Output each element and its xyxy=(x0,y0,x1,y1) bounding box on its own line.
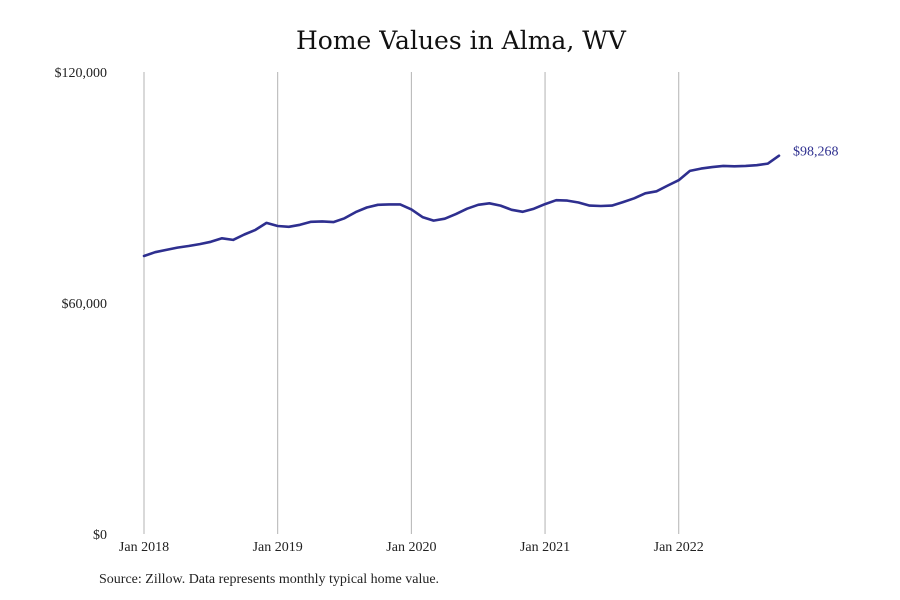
data-point xyxy=(767,162,770,165)
data-point xyxy=(488,202,491,205)
data-point xyxy=(455,213,458,216)
source-note: Source: Zillow. Data represents monthly … xyxy=(99,572,440,587)
data-point xyxy=(778,154,781,157)
data-point xyxy=(499,204,502,207)
x-tick-label: Jan 2020 xyxy=(386,540,436,555)
data-point xyxy=(533,207,536,210)
data-point xyxy=(577,201,580,204)
data-point xyxy=(366,206,369,209)
data-point xyxy=(232,239,235,242)
data-point xyxy=(588,204,591,207)
data-point xyxy=(187,245,190,248)
data-point xyxy=(700,167,703,170)
data-point xyxy=(444,217,447,220)
data-point xyxy=(510,209,513,212)
data-point xyxy=(633,197,636,200)
data-point xyxy=(544,203,547,206)
data-point xyxy=(276,225,279,228)
data-point xyxy=(354,211,357,214)
data-point xyxy=(666,184,669,187)
data-point xyxy=(722,165,725,168)
data-point xyxy=(410,208,413,211)
data-point xyxy=(466,207,469,210)
data-point xyxy=(733,165,736,168)
data-point xyxy=(399,203,402,206)
series-line xyxy=(142,154,781,258)
data-point xyxy=(622,201,625,204)
data-point xyxy=(143,255,146,258)
data-point xyxy=(310,221,313,224)
x-tick-label: Jan 2019 xyxy=(253,540,303,555)
data-point xyxy=(744,165,747,168)
y-tick-label: $0 xyxy=(93,528,107,543)
data-point xyxy=(210,241,213,244)
data-point xyxy=(321,220,324,223)
data-point xyxy=(477,204,480,207)
data-point xyxy=(522,211,525,214)
x-tick-label: Jan 2018 xyxy=(119,540,169,555)
data-point xyxy=(388,203,391,206)
data-point xyxy=(689,170,692,173)
y-tick-label: $120,000 xyxy=(55,66,108,81)
data-point xyxy=(198,243,201,246)
data-point xyxy=(755,164,758,167)
x-tick-label: Jan 2022 xyxy=(654,540,704,555)
data-point xyxy=(377,204,380,207)
data-point xyxy=(176,246,179,249)
data-point xyxy=(600,205,603,208)
x-tick-label: Jan 2021 xyxy=(520,540,570,555)
data-point xyxy=(165,249,168,252)
data-point xyxy=(343,217,346,220)
data-point xyxy=(221,237,224,240)
data-point xyxy=(432,219,435,222)
data-point xyxy=(677,179,680,182)
data-point xyxy=(644,192,647,195)
data-point xyxy=(711,166,714,169)
data-point xyxy=(299,224,302,227)
data-point xyxy=(243,233,246,236)
last-value-label: $98,268 xyxy=(793,145,839,160)
chart-title: Home Values in Alma, WV xyxy=(296,26,626,55)
data-point xyxy=(265,222,268,225)
data-point xyxy=(332,221,335,224)
data-point xyxy=(288,226,291,229)
data-point xyxy=(254,229,257,232)
data-point xyxy=(421,216,424,219)
data-point xyxy=(555,199,558,202)
data-point xyxy=(154,251,157,254)
data-point xyxy=(611,204,614,207)
data-point xyxy=(655,190,658,193)
y-tick-label: $60,000 xyxy=(62,297,108,312)
data-point xyxy=(566,199,569,202)
